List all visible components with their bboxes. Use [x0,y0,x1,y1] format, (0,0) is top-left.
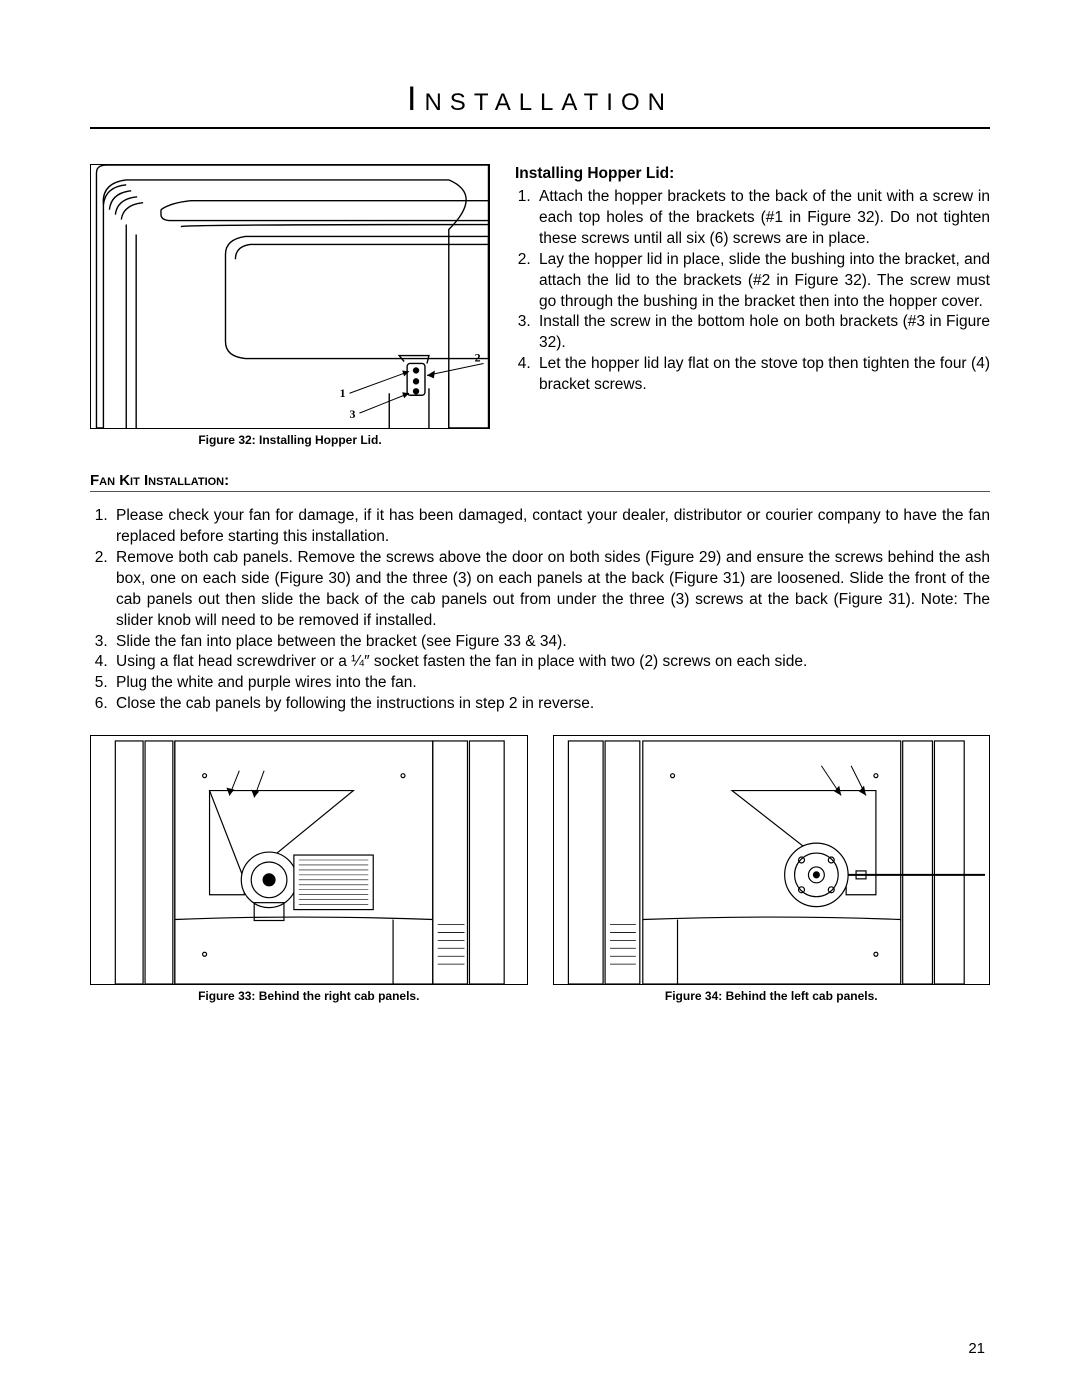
hopper-step: Attach the hopper brackets to the back o… [535,187,990,250]
fankit-heading: Fan Kit Installation: [90,472,990,492]
bottom-figure-row: Figure 33: Behind the right cab panels. [90,735,990,1003]
hopper-heading: Installing Hopper Lid: [515,164,990,185]
figure-32-caption: Figure 32: Installing Hopper Lid. [90,433,490,447]
figure-34-box [553,735,991,985]
page-number: 21 [968,1340,985,1357]
fankit-step: Slide the fan into place between the bra… [112,632,990,653]
figure-33-box [90,735,528,985]
page-title: Installation [90,80,990,129]
figure-33-column: Figure 33: Behind the right cab panels. [90,735,528,1003]
figure-32-box: 1 2 3 [90,164,490,429]
fig32-label-1: 1 [340,386,346,400]
figure-34-column: Figure 34: Behind the left cab panels. [553,735,991,1003]
hopper-steps: Attach the hopper brackets to the back o… [515,187,990,396]
fankit-step: Remove both cab panels. Remove the screw… [112,548,990,632]
fankit-step: Please check your fan for damage, if it … [112,506,990,548]
hopper-step: Install the screw in the bottom hole on … [535,312,990,354]
hopper-text-column: Installing Hopper Lid: Attach the hopper… [515,164,990,447]
hopper-step: Lay the hopper lid in place, slide the b… [535,250,990,313]
fankit-step: Plug the white and purple wires into the… [112,673,990,694]
top-row: 1 2 3 Figure 32: Installing Hopper Lid. … [90,164,990,447]
hopper-step: Let the hopper lid lay flat on the stove… [535,354,990,396]
fig32-label-3: 3 [350,407,356,421]
fankit-steps: Please check your fan for damage, if it … [90,506,990,715]
fig32-label-2: 2 [475,351,481,365]
fankit-step: Using a flat head screwdriver or a ¼″ so… [112,652,990,673]
figure-32-column: 1 2 3 Figure 32: Installing Hopper Lid. [90,164,490,447]
figure-33-caption: Figure 33: Behind the right cab panels. [90,989,528,1003]
fankit-step: Close the cab panels by following the in… [112,694,990,715]
figure-34-caption: Figure 34: Behind the left cab panels. [553,989,991,1003]
